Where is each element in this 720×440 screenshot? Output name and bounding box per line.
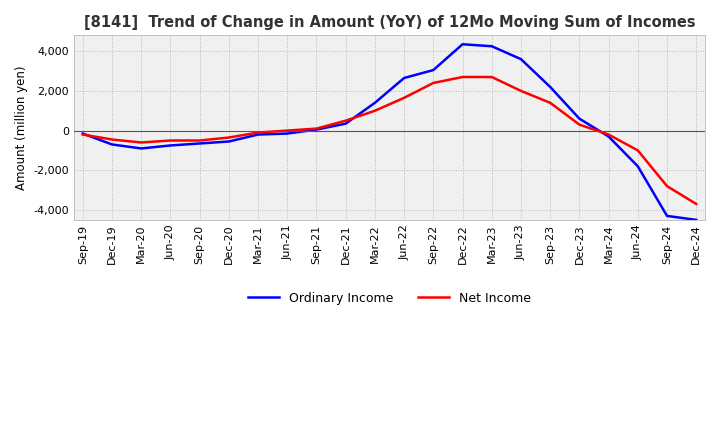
Ordinary Income (253, 132, 262, 137)
Ordinary Income (400, 75, 408, 81)
Ordinary Income (517, 56, 526, 62)
Ordinary Income (604, 134, 613, 139)
Ordinary Income (692, 217, 701, 223)
Ordinary Income (546, 84, 554, 90)
Net Income (487, 74, 496, 80)
Ordinary Income (108, 142, 117, 147)
Net Income (546, 100, 554, 106)
Net Income (371, 108, 379, 114)
Ordinary Income (487, 44, 496, 49)
Net Income (78, 132, 87, 137)
Ordinary Income (137, 146, 145, 151)
Line: Ordinary Income: Ordinary Income (83, 44, 696, 220)
Ordinary Income (458, 42, 467, 47)
Net Income (634, 148, 642, 153)
Net Income (108, 137, 117, 142)
Legend: Ordinary Income, Net Income: Ordinary Income, Net Income (243, 286, 536, 310)
Ordinary Income (634, 164, 642, 169)
Title: [8141]  Trend of Change in Amount (YoY) of 12Mo Moving Sum of Incomes: [8141] Trend of Change in Amount (YoY) o… (84, 15, 696, 30)
Net Income (662, 183, 671, 189)
Ordinary Income (312, 127, 321, 132)
Line: Net Income: Net Income (83, 77, 696, 204)
Ordinary Income (195, 141, 204, 146)
Net Income (137, 140, 145, 145)
Net Income (429, 81, 438, 86)
Net Income (253, 130, 262, 135)
Ordinary Income (371, 100, 379, 106)
Ordinary Income (662, 213, 671, 219)
Ordinary Income (166, 143, 175, 148)
Ordinary Income (225, 139, 233, 144)
Y-axis label: Amount (million yen): Amount (million yen) (15, 66, 28, 190)
Net Income (341, 118, 350, 123)
Ordinary Income (283, 131, 292, 136)
Net Income (283, 128, 292, 133)
Net Income (458, 74, 467, 80)
Net Income (692, 202, 701, 207)
Net Income (312, 126, 321, 131)
Net Income (400, 95, 408, 100)
Ordinary Income (429, 67, 438, 73)
Net Income (517, 88, 526, 94)
Ordinary Income (341, 121, 350, 126)
Net Income (225, 135, 233, 140)
Net Income (195, 138, 204, 143)
Net Income (604, 132, 613, 137)
Net Income (575, 122, 584, 127)
Ordinary Income (575, 116, 584, 121)
Net Income (166, 138, 175, 143)
Ordinary Income (78, 131, 87, 136)
